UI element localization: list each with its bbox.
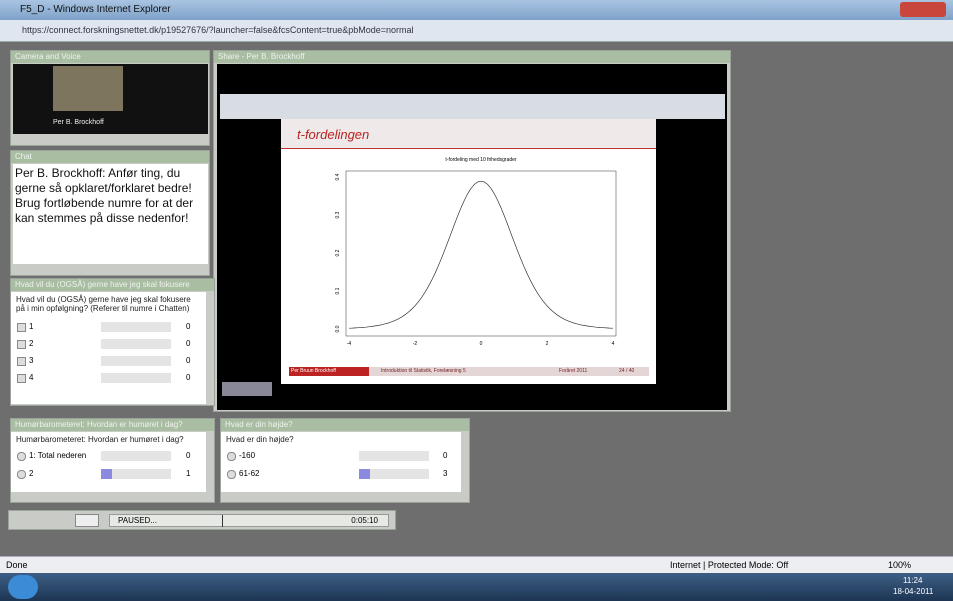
share-pod: Share - Per B. Brockhoff t-fordelingen t… — [213, 50, 731, 412]
y-tick-label: 0.0 — [335, 325, 341, 332]
slide-header: t-fordelingen — [281, 119, 656, 149]
status-bar: Done Internet | Protected Mode: Off 100% — [0, 556, 953, 573]
poll-question: Hvad vil du (OGSÅ) gerne have jeg skal f… — [11, 292, 206, 404]
poll-pod: Hvad vil du (OGSÅ) gerne have jeg skal f… — [10, 278, 215, 406]
start-button[interactable] — [8, 575, 38, 599]
option-label: 1: Total nederen — [29, 451, 87, 460]
pod-title: Share - Per B. Brockhoff — [214, 51, 730, 63]
option-label: 3 — [29, 356, 34, 365]
footer-page: 24 / 40 — [619, 368, 635, 374]
option-box — [17, 340, 26, 349]
playback-time: 0:05:10 — [351, 516, 378, 525]
option-box — [227, 452, 236, 461]
poll-question: Hvad er din højde? — [221, 432, 461, 492]
plot-frame — [345, 170, 617, 337]
y-tick-label: 0.1 — [335, 287, 341, 294]
result-track — [101, 322, 171, 332]
slide-footer: Per Bruun Brockhoff (pbb@imm.dtu.dk) Int… — [289, 367, 649, 383]
status-text: Done — [6, 560, 28, 570]
option-box — [17, 323, 26, 332]
option-count: 3 — [443, 469, 448, 478]
result-bar — [101, 469, 112, 479]
poll-pod: Hvad er din højde? Hvad er din højde? -1… — [220, 418, 470, 503]
video: Per B. Brockhoff — [13, 64, 208, 134]
option-count: 0 — [443, 451, 448, 460]
option-label: 61-62 — [239, 469, 260, 478]
playback-status: PAUSED... — [118, 516, 157, 525]
option-label: 2 — [29, 469, 34, 478]
result-track — [101, 373, 171, 383]
pod-title: Hvad er din højde? — [221, 419, 469, 431]
poll-question: Humørbarometeret: Hvordan er humøret i d… — [11, 432, 206, 492]
option-label: 1 — [29, 322, 34, 331]
pod-title: Hvad vil du (OGSÅ) gerne have jeg skal f… — [11, 279, 214, 291]
result-bar — [359, 469, 370, 479]
option-count: 0 — [186, 322, 191, 331]
footer-course: Introduktion til Statistik, Forelæsning … — [381, 368, 466, 374]
playback-bar: PAUSED... 0:05:10 — [8, 510, 396, 530]
zoom[interactable]: 100% — [888, 560, 912, 570]
clock-date: 18-04-2011 — [893, 587, 934, 596]
x-tick-label: 2 — [546, 341, 549, 347]
option-count: 0 — [186, 339, 191, 348]
option-box — [227, 470, 236, 479]
option-count: 1 — [186, 469, 191, 478]
plot-title: t-fordeling med 10 frihedsgrader — [445, 157, 516, 163]
option-box — [17, 452, 26, 461]
y-tick-label: 0.3 — [335, 211, 341, 218]
option-count: 0 — [186, 451, 191, 460]
option-count: 0 — [186, 373, 191, 382]
url[interactable]: https://connect.forskningsnettet.dk/p195… — [22, 25, 414, 35]
taskbar: 11:24 18-04-2011 — [0, 573, 953, 601]
result-track — [101, 356, 171, 366]
x-tick-label: -4 — [347, 341, 352, 347]
result-track — [101, 469, 171, 479]
progress[interactable]: PAUSED... 0:05:10 — [109, 514, 389, 527]
video-image — [53, 66, 123, 111]
x-tick-label: 4 — [612, 341, 615, 347]
result-track — [101, 451, 171, 461]
option-box — [17, 470, 26, 479]
camera-name: Per B. Brockhoff — [53, 119, 104, 126]
result-track — [359, 469, 429, 479]
x-tick-label: 0 — [480, 341, 483, 347]
poll-pod: Humørbarometeret: Hvordan er humøret i d… — [10, 418, 215, 503]
footer-term: Foråret 2011 — [559, 368, 588, 374]
option-count: 0 — [186, 356, 191, 365]
playhead — [222, 515, 223, 527]
toolbar — [220, 94, 725, 119]
option-box — [17, 374, 26, 383]
share-area: t-fordelingen t-fordeling med 10 friheds… — [217, 64, 727, 410]
y-tick-label: 0.2 — [335, 249, 341, 256]
camera-pod: Camera and Voice Per B. Brockhoff — [10, 50, 210, 146]
pod-title: Humørbarometeret: Hvordan er humøret i d… — [11, 419, 214, 431]
close-button[interactable] — [900, 2, 946, 17]
x-tick-label: -2 — [413, 341, 418, 347]
option-box — [17, 357, 26, 366]
address-bar: https://connect.forskningsnettet.dk/p195… — [0, 20, 953, 42]
y-tick-label: 0.4 — [335, 173, 341, 180]
density-curve — [348, 180, 614, 329]
option-label: 4 — [29, 373, 34, 382]
security-zone: Internet | Protected Mode: Off — [670, 560, 789, 570]
result-track — [359, 451, 429, 461]
share-controls[interactable] — [222, 382, 272, 396]
plot: t-fordeling med 10 frihedsgrader -4 -2 0 2 4… — [335, 157, 617, 347]
title-bar: F5_D - Windows Internet Explorer — [0, 0, 953, 20]
option-label: -160 — [239, 451, 256, 460]
pod-title: Chat — [11, 151, 209, 163]
play-button[interactable] — [75, 514, 99, 527]
slide-title: t-fordelingen — [297, 127, 370, 142]
clock-time: 11:24 — [903, 576, 923, 585]
window-title: F5_D - Windows Internet Explorer — [20, 4, 171, 15]
slide: t-fordelingen t-fordeling med 10 friheds… — [281, 119, 656, 384]
chat-message: Per B. Brockhoff: Anfør ting, du gerne s… — [13, 164, 208, 264]
chat-pod: Chat Per B. Brockhoff: Anfør ting, du ge… — [10, 150, 210, 276]
option-label: 2 — [29, 339, 34, 348]
result-track — [101, 339, 171, 349]
footer-author: Per Bruun Brockhoff (pbb@imm.dtu.dk) — [289, 367, 369, 383]
pod-title: Camera and Voice — [11, 51, 209, 63]
